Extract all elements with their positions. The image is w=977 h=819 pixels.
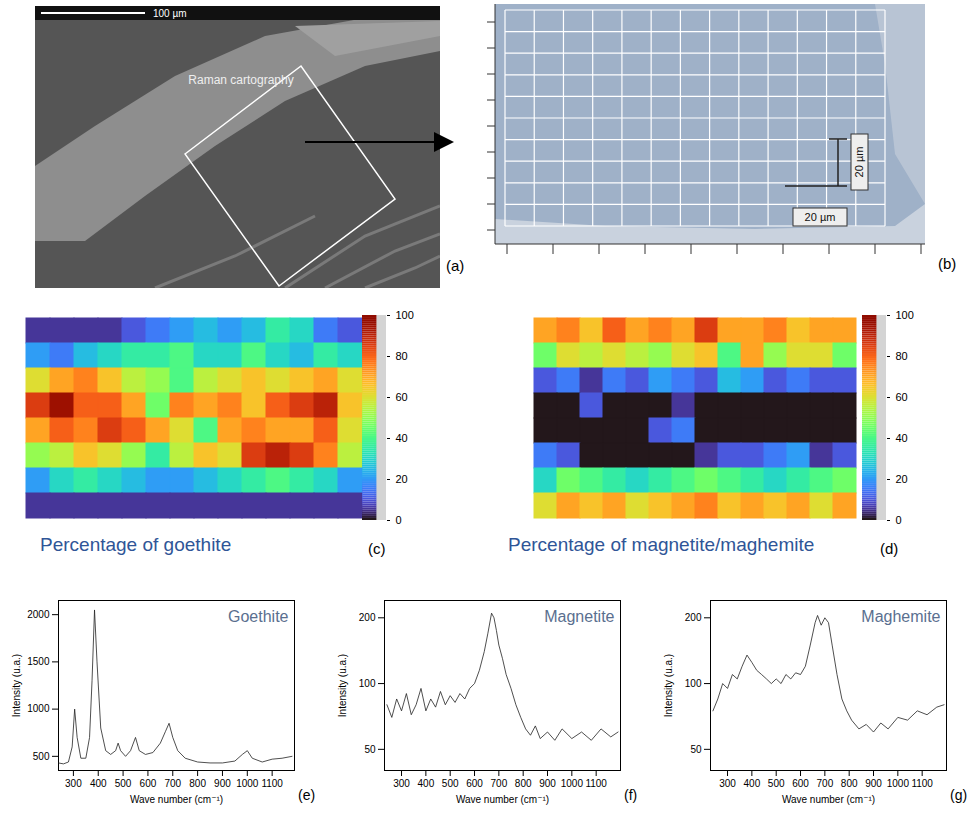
svg-text:600: 600 [792, 778, 809, 789]
svg-text:0: 0 [396, 514, 402, 525]
svg-text:300: 300 [393, 778, 410, 789]
svg-text:200: 200 [685, 612, 702, 623]
svg-text:400: 400 [418, 778, 435, 789]
html-text:(c): (c) [368, 540, 386, 557]
html-text:(d): (d) [880, 540, 899, 557]
svg-text:500: 500 [115, 778, 132, 789]
svg-text:700: 700 [491, 778, 508, 789]
html-text:(e): (e) [298, 787, 316, 803]
svg-text:1000: 1000 [561, 778, 584, 789]
svg-text:Intensity (u.a.): Intensity (u.a.) [337, 654, 348, 717]
svg-text:200: 200 [359, 612, 376, 623]
html-text:(b): (b) [938, 255, 957, 272]
svg-text:80: 80 [396, 350, 408, 362]
svg-text:20: 20 [896, 473, 908, 485]
svg-text:100: 100 [685, 678, 702, 689]
svg-text:800: 800 [515, 778, 532, 789]
svg-text:500: 500 [442, 778, 459, 789]
svg-text:Magnetite: Magnetite [544, 608, 614, 625]
html-text:(g): (g) [950, 787, 968, 803]
svg-text:Wave number (cm⁻¹): Wave number (cm⁻¹) [782, 794, 875, 805]
svg-text:100: 100 [896, 310, 914, 321]
svg-text:1100: 1100 [261, 778, 283, 789]
svg-text:100: 100 [396, 310, 414, 321]
svg-text:500: 500 [768, 778, 785, 789]
svg-text:900: 900 [539, 778, 556, 789]
svg-text:700: 700 [817, 778, 834, 789]
svg-text:40: 40 [896, 432, 908, 444]
svg-text:100 µm: 100 µm [153, 8, 187, 19]
svg-text:300: 300 [719, 778, 736, 789]
svg-text:100: 100 [359, 678, 376, 689]
svg-text:800: 800 [189, 778, 206, 789]
svg-text:0: 0 [896, 514, 902, 525]
svg-text:1000: 1000 [887, 778, 910, 789]
svg-text:600: 600 [140, 778, 157, 789]
html-text:(f): (f) [624, 787, 638, 803]
svg-text:1500: 1500 [27, 656, 50, 667]
svg-text:60: 60 [896, 391, 908, 403]
svg-text:600: 600 [466, 778, 483, 789]
svg-text:50: 50 [364, 744, 376, 755]
svg-text:1000: 1000 [27, 703, 50, 714]
svg-text:20 µm: 20 µm [805, 211, 836, 223]
svg-text:40: 40 [396, 432, 408, 444]
svg-text:20: 20 [396, 473, 408, 485]
html-text:(a): (a) [446, 257, 465, 274]
html-text:Percentage of goethite: Percentage of goethite [40, 534, 232, 555]
svg-text:2000: 2000 [27, 609, 50, 620]
svg-text:400: 400 [744, 778, 761, 789]
svg-text:Intensity (u.a.): Intensity (u.a.) [663, 654, 674, 717]
svg-text:1100: 1100 [911, 778, 933, 789]
svg-text:800: 800 [841, 778, 858, 789]
svg-text:Raman cartography: Raman cartography [188, 73, 293, 87]
svg-text:Maghemite: Maghemite [861, 608, 940, 625]
svg-text:1100: 1100 [585, 778, 607, 789]
svg-text:80: 80 [896, 350, 908, 362]
html-text:Percentage of magnetite/maghem: Percentage of magnetite/maghemite [508, 534, 815, 555]
svg-text:Wave number (cm⁻¹): Wave number (cm⁻¹) [130, 794, 223, 805]
svg-text:500: 500 [33, 751, 50, 762]
svg-text:400: 400 [90, 778, 107, 789]
svg-text:Goethite: Goethite [228, 608, 289, 625]
svg-text:60: 60 [396, 391, 408, 403]
svg-text:700: 700 [164, 778, 181, 789]
svg-text:900: 900 [214, 778, 231, 789]
svg-text:1000: 1000 [236, 778, 259, 789]
svg-text:300: 300 [65, 778, 82, 789]
svg-text:Wave number (cm⁻¹): Wave number (cm⁻¹) [456, 794, 549, 805]
svg-text:50: 50 [690, 744, 702, 755]
svg-text:20 µm: 20 µm [853, 147, 865, 178]
svg-text:900: 900 [865, 778, 882, 789]
svg-text:Intensity (u.a.): Intensity (u.a.) [11, 654, 22, 717]
